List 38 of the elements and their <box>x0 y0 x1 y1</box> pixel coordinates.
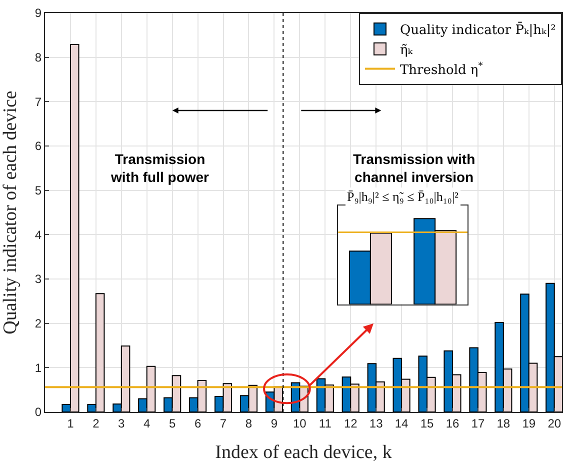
x-tick-label: 6 <box>194 416 202 430</box>
x-tick-label: 16 <box>446 416 460 430</box>
x-tick-label: 19 <box>522 416 536 430</box>
x-tick-label: 3 <box>118 416 126 430</box>
y-tick-label: 0 <box>34 405 42 420</box>
x-tick-label: 2 <box>92 416 100 430</box>
legend-label: Quality indicator P̄ₖ|hₖ|² <box>400 22 556 38</box>
x-tick-label: 9 <box>270 416 278 430</box>
y-tick-label: 2 <box>34 316 42 331</box>
x-tick-label: 12 <box>344 416 358 430</box>
x-tick-label: 17 <box>471 416 485 430</box>
x-tick-label: 7 <box>220 416 227 430</box>
x-tick-label: 15 <box>420 416 434 430</box>
x-tick-label: 14 <box>394 416 409 430</box>
x-tick-label: 8 <box>245 416 252 430</box>
x-tick-label: 1 <box>67 416 74 430</box>
x-tick-label: 18 <box>496 416 510 430</box>
y-axis-title: Quality indicator of each device <box>0 90 21 334</box>
x-tick-label: 20 <box>548 416 562 430</box>
y-tick-label: 1 <box>34 360 42 375</box>
x-tick-label: 11 <box>318 416 332 430</box>
chart-title: P̄₉|h₉|² ≤ η̃₉ ≤ P̄₁₀|h₁₀|² <box>347 189 459 204</box>
x-tick-label: 10 <box>293 416 307 430</box>
y-tick-label: 6 <box>34 139 42 154</box>
y-tick-label: 5 <box>34 184 42 198</box>
legend-label: Threshold η$^{*}$ <box>400 61 484 78</box>
x-tick-label: 13 <box>369 416 384 430</box>
x-axis-title: Index of each device, k <box>215 442 392 464</box>
x-tick-label: 4 <box>144 416 151 430</box>
y-tick-label: 9 <box>34 6 42 20</box>
annotation: Transmission with full power <box>110 151 210 186</box>
annotation: Transmission with channel inversion <box>353 151 476 186</box>
legend-label: η̃ₖ <box>400 42 414 58</box>
y-tick-label: 4 <box>34 228 42 242</box>
y-tick-label: 8 <box>34 50 42 65</box>
x-tick-label: 5 <box>168 416 176 430</box>
y-tick-label: 3 <box>34 272 42 286</box>
y-tick-label: 7 <box>34 94 42 109</box>
